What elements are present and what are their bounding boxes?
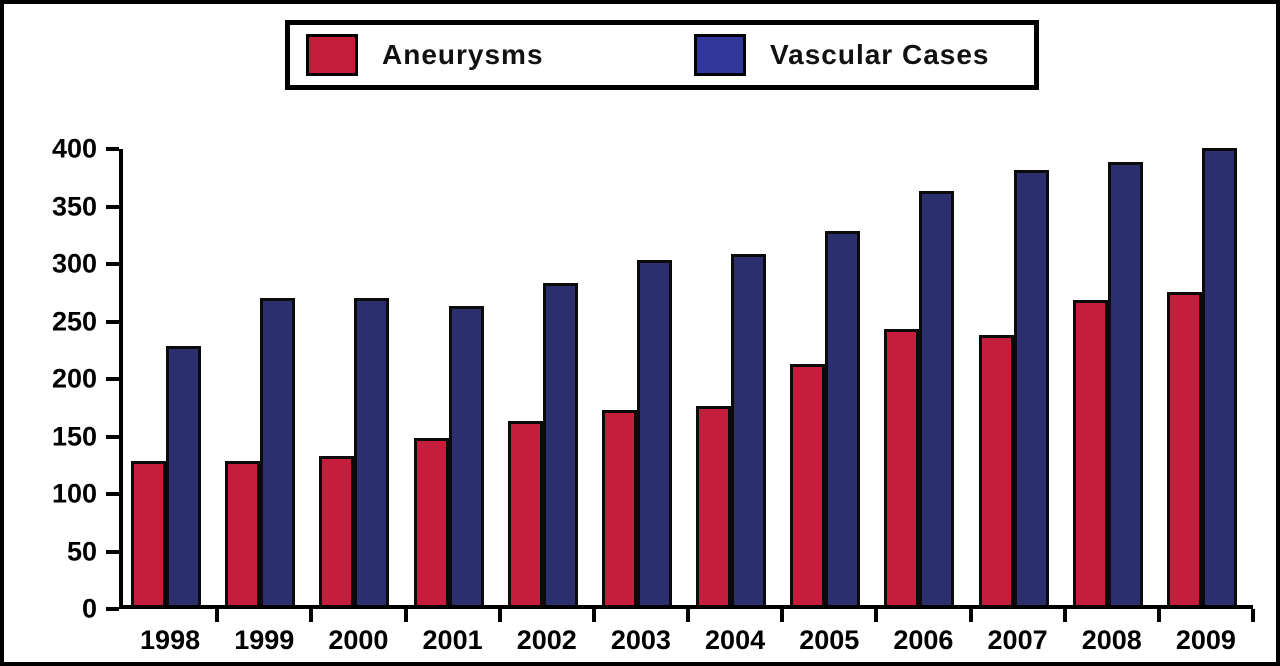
- legend-item-vascular-cases: Vascular Cases: [694, 25, 990, 85]
- bar-aneurysms-2005: [790, 363, 826, 605]
- x-tick-label-2009: 2009: [1175, 625, 1236, 655]
- y-tick-label: 150: [51, 421, 97, 451]
- y-axis-tick: [106, 377, 119, 381]
- bar-aneurysms-2006: [884, 329, 920, 605]
- bar-group-1999: [217, 297, 311, 605]
- bar-group-2005: [782, 231, 876, 605]
- bar-vascular-cases-1999: [260, 297, 296, 605]
- bar-group-2009: [1159, 148, 1253, 605]
- bar-vascular-cases-2001: [448, 306, 484, 605]
- bar-vascular-cases-2007: [1013, 170, 1049, 605]
- bar-aneurysms-2004: [696, 406, 731, 605]
- bar-group-2006: [876, 191, 970, 605]
- legend: Aneurysms Vascular Cases: [285, 20, 1039, 90]
- bar-group-2000: [311, 297, 405, 605]
- bar-vascular-cases-2002: [542, 283, 578, 605]
- bar-group-2008: [1065, 162, 1159, 605]
- x-tick-label-2005: 2005: [799, 625, 860, 655]
- legend-item-aneurysms: Aneurysms: [306, 25, 544, 85]
- x-axis-tick: [1251, 609, 1255, 622]
- y-tick-label: 200: [51, 363, 97, 394]
- x-axis-tick: [1062, 609, 1067, 622]
- x-axis-tick: [403, 609, 408, 622]
- y-tick-label: 100: [51, 478, 97, 509]
- bar-aneurysms-2007: [978, 334, 1014, 605]
- bar-vascular-cases-2008: [1107, 162, 1143, 605]
- legend-label-vascular-cases: Vascular Cases: [770, 39, 990, 70]
- bar-vascular-cases-2003: [636, 260, 672, 605]
- x-tick-label-2000: 2000: [328, 625, 389, 655]
- x-axis-tick: [1156, 609, 1161, 622]
- plot-area: 0 50 100 150 200 250 300 350 400 1998 1999 2000 2001…: [52, 134, 1255, 655]
- y-axis-tick: [106, 607, 119, 611]
- bar-aneurysms-1999: [225, 461, 261, 605]
- y-tick-label: 350: [51, 191, 97, 221]
- bar-aneurysms-1998: [131, 461, 166, 605]
- y-axis-tick: [106, 492, 119, 496]
- bar-group-2007: [971, 170, 1065, 605]
- legend-label-aneurysms: Aneurysms: [382, 39, 544, 70]
- x-axis-tick: [591, 609, 596, 622]
- bar-group-2003: [594, 260, 688, 605]
- bar-vascular-cases-2000: [354, 297, 390, 605]
- bar-vascular-cases-2004: [731, 254, 766, 605]
- y-axis-tick: [106, 319, 119, 324]
- y-axis-tick: [106, 549, 119, 554]
- bar-aneurysms-2003: [601, 409, 637, 605]
- y-tick-label: 0: [81, 593, 97, 624]
- bar-aneurysms-2009: [1166, 292, 1202, 605]
- bar-aneurysms-2000: [319, 455, 355, 605]
- x-axis-tick: [309, 609, 314, 622]
- bar-vascular-cases-2005: [825, 231, 861, 605]
- vascular-cases-swatch-icon: [694, 34, 746, 76]
- x-tick-label-2008: 2008: [1081, 625, 1142, 655]
- y-tick-label: 300: [51, 248, 97, 279]
- x-tick-label-2001: 2001: [422, 625, 483, 655]
- x-axis-tick: [968, 609, 973, 622]
- x-tick-label-2006: 2006: [893, 625, 954, 655]
- y-axis-tick: [106, 204, 119, 209]
- x-tick-label-1998: 1998: [140, 625, 201, 655]
- y-axis-tick: [106, 434, 119, 439]
- x-axis-tick: [215, 609, 220, 622]
- bar-vascular-cases-1998: [166, 346, 201, 605]
- bar-group-2004: [688, 254, 782, 605]
- y-tick-label: 250: [51, 306, 97, 336]
- bar-group-2002: [500, 283, 594, 605]
- x-tick-label-2007: 2007: [987, 625, 1048, 655]
- aneurysms-swatch-icon: [306, 34, 358, 76]
- y-axis-tick: [106, 147, 119, 152]
- x-axis-tick: [874, 609, 879, 622]
- x-axis-tick: [497, 609, 502, 622]
- bar-aneurysms-2001: [413, 438, 449, 605]
- bar-group-2001: [406, 306, 500, 605]
- bar-aneurysms-2002: [507, 421, 543, 605]
- y-tick-label: 50: [66, 536, 97, 566]
- x-tick-label-2003: 2003: [610, 625, 671, 655]
- y-tick-label: 400: [51, 133, 97, 164]
- x-tick-label-1999: 1999: [234, 625, 295, 655]
- bar-vascular-cases-2006: [919, 191, 955, 605]
- y-axis-tick: [106, 262, 119, 266]
- x-tick-label-2004: 2004: [705, 625, 766, 655]
- bar-aneurysms-2008: [1072, 300, 1108, 605]
- bar-vascular-cases-2009: [1201, 148, 1237, 605]
- x-tick-label-2002: 2002: [516, 625, 577, 655]
- x-axis-tick: [780, 609, 785, 622]
- bar-group-1998: [123, 346, 217, 605]
- x-axis-tick: [686, 609, 690, 622]
